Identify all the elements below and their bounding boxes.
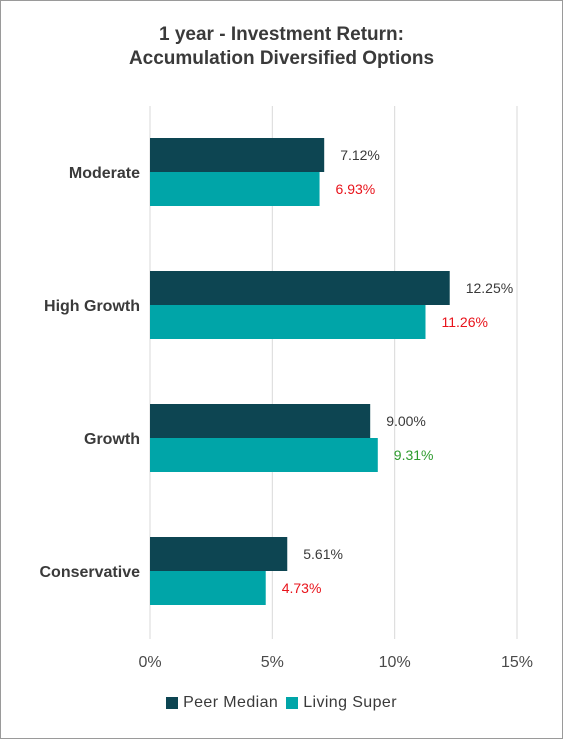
x-axis-ticks: 0% 5% 10% 15% [138, 654, 533, 671]
value-label-living-super-conservative: 4.73% [282, 580, 322, 596]
x-tick-label: 10% [379, 654, 411, 671]
bar-peer-median-high-growth [150, 271, 450, 305]
legend-item-living-super: Living Super [286, 694, 397, 712]
value-label-peer-median-conservative: 5.61% [303, 546, 343, 562]
chart-title-line-1: 1 year - Investment Return: [159, 24, 404, 45]
x-tick-label: 5% [261, 654, 284, 671]
bar-peer-median-moderate [150, 138, 325, 172]
bar-living-super-growth [150, 438, 378, 472]
value-label-living-super-growth: 9.31% [394, 447, 434, 463]
legend-swatch-living-super [286, 697, 299, 709]
bars [150, 138, 450, 605]
legend: Peer Median Living Super [1, 694, 562, 712]
x-tick-label: 0% [138, 654, 161, 671]
value-label-peer-median-high-growth: 12.25% [466, 280, 513, 296]
bar-peer-median-growth [150, 404, 371, 438]
chart-title-line-2: Accumulation Diversified Options [128, 48, 435, 69]
category-label-high-growth: High Growth [44, 298, 140, 315]
value-label-peer-median-moderate: 7.12% [340, 147, 380, 163]
category-label-moderate: Moderate [69, 165, 140, 182]
category-label-growth: Growth [84, 431, 140, 448]
x-tick-label: 15% [501, 654, 533, 671]
value-label-peer-median-growth: 9.00% [386, 413, 426, 429]
bar-chart-plot: 7.12% 6.93% 12.25% 11.26% 9.00% 9.31% 5.61% 4.7… [40, 106, 533, 671]
legend-label-peer-median: Peer Median [183, 694, 279, 711]
value-label-living-super-high-growth: 11.26% [441, 314, 487, 330]
bar-living-super-high-growth [150, 305, 426, 339]
legend-swatch-peer-median [166, 697, 179, 709]
bar-living-super-conservative [150, 571, 266, 605]
chart-title: 1 year - Investment Return: Accumulation… [1, 23, 562, 71]
category-label-conservative: Conservative [40, 564, 141, 581]
bar-peer-median-conservative [150, 537, 288, 571]
value-labels: 7.12% 6.93% 12.25% 11.26% 9.00% 9.31% 5.61% 4.7… [282, 147, 513, 596]
value-label-living-super-moderate: 6.93% [336, 181, 376, 197]
legend-label-living-super: Living Super [303, 694, 397, 711]
bar-living-super-moderate [150, 172, 320, 206]
legend-item-peer-median: Peer Median [166, 694, 278, 712]
category-labels: Moderate High Growth Growth Conservative [40, 165, 141, 581]
